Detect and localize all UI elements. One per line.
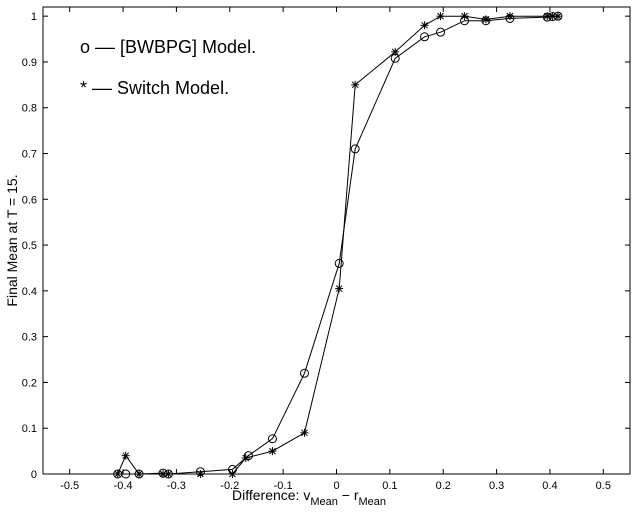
x-tick-label: 0.1	[382, 480, 397, 492]
series-2-point	[436, 12, 445, 21]
x-axis-label: Difference: vMean − rMean	[232, 487, 386, 508]
series-2-point	[505, 12, 514, 21]
series-2-point	[121, 451, 130, 460]
x-tick-label: -0.4	[114, 480, 133, 492]
y-tick-label: 1	[31, 11, 37, 23]
series-2-point	[391, 47, 400, 56]
series-2-point	[196, 470, 205, 478]
series-2-point	[228, 470, 237, 478]
y-tick-label: 0.3	[22, 332, 37, 344]
series-1-point	[267, 434, 277, 444]
x-tick-label: 0.5	[596, 480, 611, 492]
legend-entry: * –– Switch Model.	[80, 78, 229, 98]
series-2-point	[420, 21, 429, 30]
x-tick-label: -0.1	[274, 480, 293, 492]
y-tick-label: 0.8	[22, 103, 37, 115]
x-tick-label: -0.2	[220, 480, 239, 492]
y-tick-label: 0.5	[22, 240, 37, 252]
series-1-point	[436, 27, 446, 37]
y-tick-label: 0.6	[22, 194, 37, 206]
x-tick-label: 0.4	[542, 480, 557, 492]
series-2-point	[241, 453, 250, 462]
y-tick-label: 0.1	[22, 423, 37, 435]
series-2-point	[351, 80, 360, 89]
series	[113, 11, 563, 479]
x-axis-label-sub-r: Mean	[359, 496, 387, 508]
series-2-point	[135, 470, 144, 478]
series-1-point	[299, 368, 309, 378]
y-axis-label: Final Mean at T = 15.	[4, 174, 20, 306]
series-2-point	[159, 470, 168, 478]
y-tick-label: 0.9	[22, 57, 37, 69]
series-1-point	[420, 32, 430, 42]
x-tick-label: -0.5	[60, 480, 79, 492]
series-1-point	[334, 258, 344, 268]
y-tick-label: 0	[31, 469, 37, 481]
x-tick-label: -0.3	[167, 480, 186, 492]
series-1-point	[121, 469, 131, 479]
series-1-point	[243, 451, 253, 461]
y-tick-label: 0.7	[22, 149, 37, 161]
series-2-point	[481, 15, 490, 24]
series-2-point	[164, 470, 173, 478]
x-axis-label-mid: − r	[338, 487, 359, 503]
x-axis-label-main: Difference: v	[232, 487, 310, 503]
ticks: -0.5 -0.4 -0.3 -0.2 -0.1 0 0.1 0.2 0.3 0.4 0.5 0 0.1…	[22, 7, 630, 492]
x-tick-label: 0.3	[489, 480, 504, 492]
series-2-point	[300, 428, 309, 437]
series-2-point	[460, 12, 469, 21]
series-2-point	[113, 470, 122, 478]
x-axis-label-sub-v: Mean	[310, 496, 338, 508]
y-tick-label: 0.4	[22, 286, 37, 298]
legend: o –– [BWBPG] Model. * –– Switch Model.	[80, 37, 256, 98]
legend-entry: o –– [BWBPG] Model.	[80, 37, 256, 57]
x-tick-label: 0	[333, 480, 339, 492]
series-2-point	[553, 12, 562, 21]
y-tick-label: 0.2	[22, 377, 37, 389]
series-2-point	[335, 284, 344, 293]
series-2-point	[268, 447, 277, 456]
x-tick-label: 0.2	[436, 480, 451, 492]
series-1-point	[350, 144, 360, 154]
